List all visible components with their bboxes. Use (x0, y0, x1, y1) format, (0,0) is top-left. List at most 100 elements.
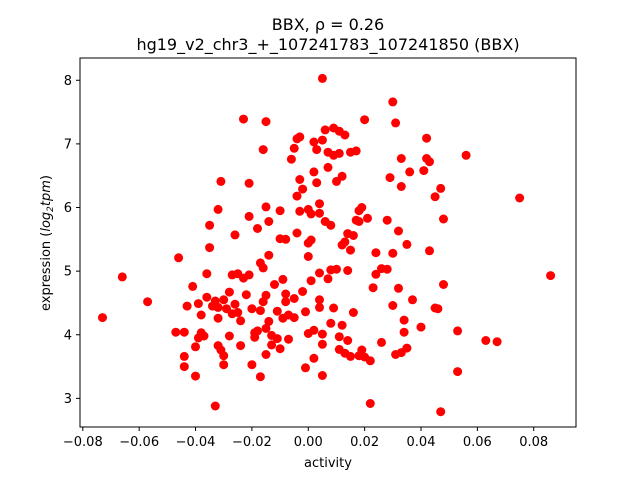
data-point (371, 248, 381, 258)
data-point (433, 304, 443, 314)
data-point (244, 211, 254, 221)
data-point (348, 231, 358, 240)
data-point (272, 334, 282, 344)
data-point (399, 315, 409, 325)
y-tick-label: 3 (64, 392, 72, 407)
data-point (408, 295, 417, 305)
data-point (309, 353, 319, 363)
data-point (343, 266, 353, 275)
data-point (388, 301, 398, 310)
data-point (281, 234, 291, 244)
data-point (402, 343, 412, 353)
data-point (289, 143, 299, 153)
y-tick-label: 8 (64, 74, 72, 89)
plot-frame (79, 57, 577, 428)
data-point (326, 220, 336, 230)
data-point (278, 274, 288, 284)
x-tick-label: −0.02 (232, 435, 272, 450)
data-point (312, 145, 322, 155)
y-axis-label: expression (log2tpm) (39, 175, 56, 311)
data-point (261, 202, 271, 212)
x-tick-label: 0.02 (350, 435, 379, 450)
data-point (306, 276, 316, 286)
data-point (275, 206, 285, 216)
data-point (281, 289, 291, 299)
data-point (98, 313, 107, 323)
data-point (363, 213, 372, 223)
data-point (179, 362, 189, 372)
data-point (334, 332, 344, 342)
y-axis-label-math: log (39, 212, 54, 232)
data-point (255, 372, 265, 382)
data-point (396, 182, 406, 191)
data-point (261, 290, 271, 300)
data-point (309, 167, 319, 177)
data-point (337, 320, 347, 330)
data-point (306, 209, 316, 219)
y-tick-label: 7 (64, 137, 72, 152)
data-point (317, 371, 327, 380)
data-point (315, 268, 324, 278)
data-point (253, 326, 262, 336)
data-point (309, 325, 319, 335)
data-point (289, 294, 299, 303)
data-point (292, 228, 302, 238)
data-point (292, 191, 302, 201)
data-point (306, 235, 316, 245)
data-point (275, 344, 285, 354)
data-point (334, 148, 344, 158)
data-point (385, 173, 395, 183)
x-axis: −0.08 −0.06 −0.04 −0.02 0.00 0.02 0.04 0.06 0.08 (63, 427, 548, 450)
data-point (247, 360, 257, 370)
data-point (388, 248, 398, 258)
x-tick-label: −0.08 (63, 435, 103, 450)
data-point (193, 299, 203, 309)
data-point (348, 308, 358, 317)
data-point (264, 217, 274, 226)
data-point (117, 272, 127, 282)
data-point (219, 295, 229, 305)
data-point (253, 224, 262, 233)
data-point (295, 132, 305, 142)
data-point (298, 184, 308, 194)
data-point (258, 263, 268, 273)
data-point (425, 157, 434, 167)
data-point (394, 226, 403, 236)
data-point (236, 341, 246, 351)
data-point (329, 303, 339, 313)
data-point (224, 287, 234, 297)
data-point (272, 306, 282, 316)
data-point (301, 363, 310, 373)
y-tick-label: 4 (64, 328, 72, 343)
data-point (196, 310, 206, 320)
data-point (219, 360, 229, 370)
data-point (399, 327, 409, 337)
data-point (439, 280, 448, 289)
data-point (210, 401, 220, 411)
data-point (391, 118, 401, 128)
data-point (371, 269, 381, 279)
data-point (492, 337, 502, 347)
data-point (264, 250, 274, 260)
data-point (453, 367, 463, 377)
data-point (546, 271, 556, 281)
data-point (405, 167, 415, 177)
x-tick-label: −0.04 (176, 435, 216, 450)
data-point (382, 264, 392, 274)
data-point (461, 150, 471, 160)
data-point (315, 208, 324, 218)
data-point (179, 351, 189, 361)
y-tick-label: 5 (64, 265, 72, 280)
y-axis-label-main: expression ( (39, 232, 54, 311)
data-point (340, 237, 350, 247)
data-point (213, 313, 223, 323)
data-point (309, 137, 319, 147)
data-point (394, 283, 403, 293)
data-point (174, 253, 184, 263)
data-point (244, 178, 254, 188)
data-point (320, 125, 330, 135)
data-point (233, 308, 243, 317)
data-point (439, 214, 448, 224)
chart-title-line2: hg19_v2_chr3_+_107241783_107241850 (BBX) (136, 35, 519, 55)
data-point (261, 350, 271, 359)
